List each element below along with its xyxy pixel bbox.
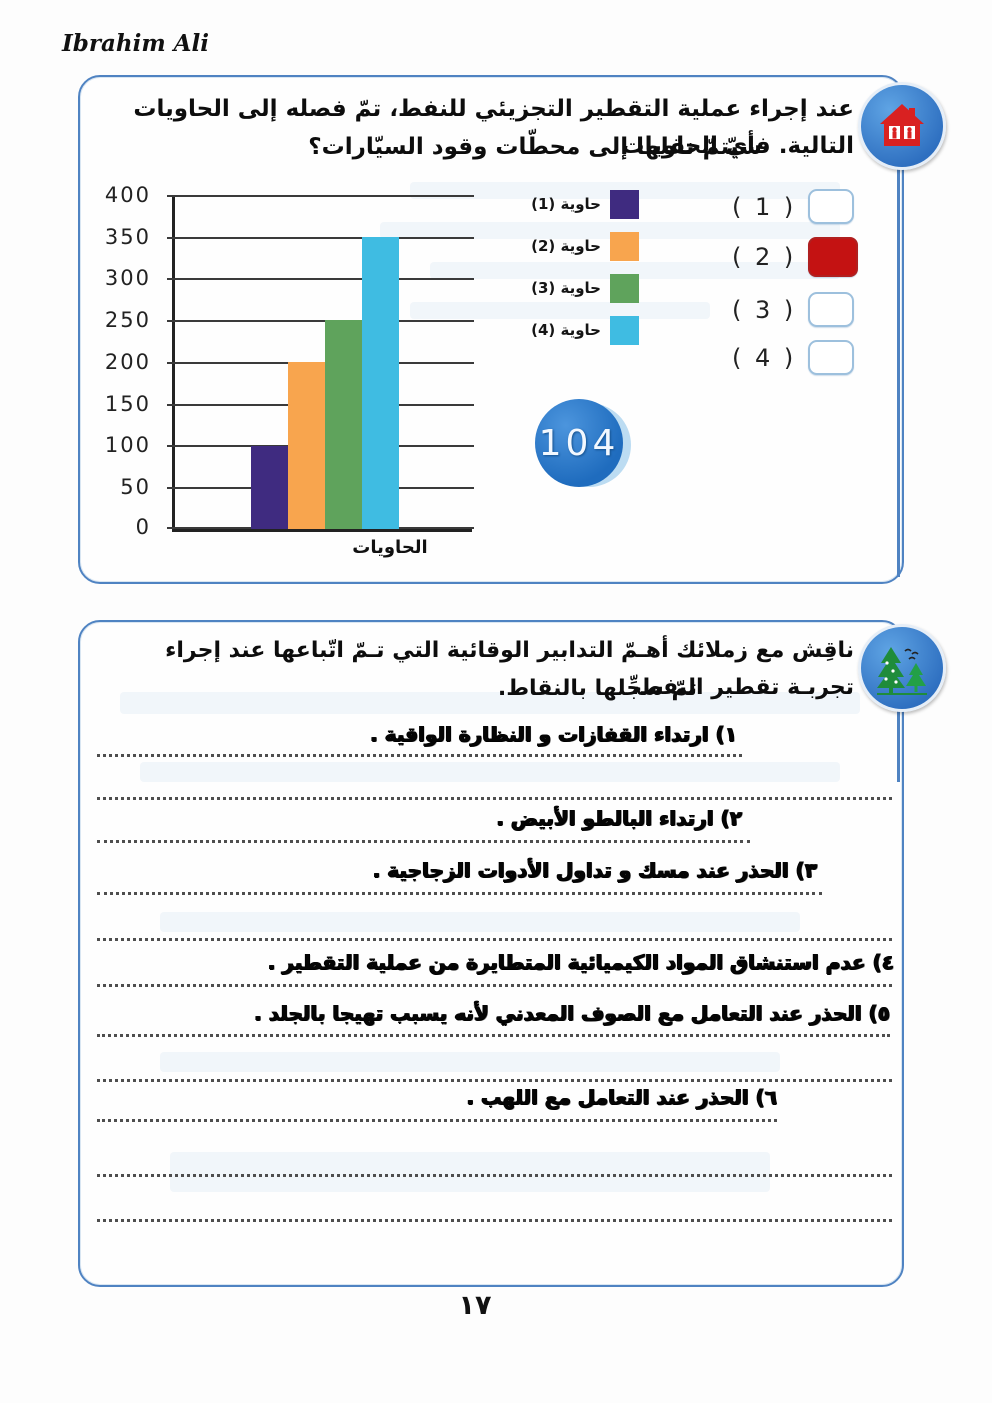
x-axis-label: الحاويات — [352, 537, 428, 558]
question1-box: عند إجراء عملية التقطير التجزيئي للنفط، … — [78, 75, 946, 584]
question1-text-line1: عند إجراء عملية التقطير التجزيئي للنفط، … — [133, 96, 854, 159]
gridline: 250 — [105, 308, 474, 332]
y-tick-label: 100 — [104, 433, 151, 457]
safety-point-5: ٥) الحذر عند التعامل مع الصوف المعدني لأ… — [254, 1001, 890, 1025]
gridline: 400 — [105, 183, 474, 207]
option-checkbox-1[interactable] — [808, 189, 855, 224]
corner-stem-line — [897, 702, 900, 782]
answer-option-4: ( 4 ) — [732, 340, 855, 375]
legend-swatch — [610, 231, 639, 261]
legend-item: حاوية (1) — [505, 189, 639, 219]
legend-swatch — [610, 315, 639, 345]
corner-stem-line — [897, 157, 900, 577]
answer-option-1: ( 1 ) — [732, 189, 855, 224]
legend-swatch — [610, 189, 639, 219]
legend-label: حاوية (2) — [531, 237, 601, 255]
chart-legend: حاوية (1) حاوية (2) حاوية (3) حاوية (4) — [505, 189, 639, 357]
answer-option-2: ( 2 ) — [732, 237, 859, 277]
house-icon — [880, 104, 924, 146]
y-tick-label: 0 — [135, 515, 151, 539]
author-name: Ibrahim Ali — [62, 30, 209, 57]
option-checkbox-3[interactable] — [808, 292, 855, 327]
answer-line — [97, 984, 892, 987]
option-label: ( 2 ) — [732, 243, 797, 271]
option-checkbox-4[interactable] — [808, 340, 855, 375]
trees-badge — [858, 624, 946, 712]
question1-text-line2: سيتمّ نقلها إلى محطّات وقود السيّارات؟ — [308, 134, 762, 160]
answer-line — [97, 1219, 892, 1222]
answer-line — [97, 1034, 890, 1037]
question2-text-line1: ناقِش مع زملائك أهـمّ التدابير الوقائية … — [165, 638, 854, 700]
gridline: 350 — [105, 225, 474, 249]
question2-box: ناقِش مع زملائك أهـمّ التدابير الوقائية … — [78, 620, 946, 1287]
answer-option-3: ( 3 ) — [732, 292, 855, 327]
option-label: ( 1 ) — [732, 192, 797, 221]
legend-label: حاوية (3) — [531, 279, 601, 297]
legend-label: حاوية (1) — [531, 195, 601, 213]
safety-point-1: ١) ارتداء القفازات و النظارة الواقية . — [370, 722, 737, 746]
scan-artifact — [170, 1152, 770, 1192]
y-tick-label: 50 — [120, 475, 151, 499]
answer-line — [97, 797, 892, 800]
safety-point-3: ٣) الحذر عند مسك و تداول الأدوات الزجاجي… — [372, 858, 817, 882]
trees-icon — [877, 647, 927, 695]
number-badge: 104 — [535, 399, 631, 487]
safety-point-6: ٦) الحذر عند التعامل مع اللهب . — [466, 1085, 777, 1109]
legend-label: حاوية (4) — [531, 321, 601, 339]
y-tick-label: 300 — [104, 266, 151, 290]
bar-chart: 400 350 300 250 200 150 100 50 0 — [105, 183, 474, 539]
bar-container-4 — [362, 236, 399, 529]
answer-line — [97, 840, 750, 843]
badge-number: 104 — [535, 399, 623, 487]
answer-line — [97, 938, 892, 941]
scan-artifact — [160, 912, 800, 932]
y-tick-label: 400 — [104, 183, 151, 207]
legend-item: حاوية (4) — [505, 315, 639, 345]
answer-line — [97, 1079, 892, 1082]
answer-line — [97, 1174, 892, 1177]
question2-text-line2: ثمّ سجِّلها بالنقاط. — [497, 676, 697, 701]
option-checkbox-2[interactable] — [808, 237, 859, 277]
bar-container-3 — [325, 320, 362, 529]
y-tick-label: 250 — [104, 308, 151, 332]
option-label: ( 3 ) — [732, 295, 797, 324]
scan-artifact — [160, 1052, 780, 1072]
safety-point-2: ٢) ارتداء البالطو الأبيض . — [496, 806, 742, 830]
gridline: 300 — [105, 266, 474, 290]
legend-swatch — [610, 273, 639, 303]
answer-line — [97, 1119, 777, 1122]
y-tick-label: 150 — [104, 392, 151, 416]
legend-item: حاوية (3) — [505, 273, 639, 303]
option-label: ( 4 ) — [732, 343, 797, 372]
safety-point-4: ٤) عدم استنشاق المواد الكيميائية المتطاي… — [267, 950, 894, 974]
scan-artifact — [140, 762, 840, 782]
house-badge — [858, 82, 946, 170]
legend-item: حاوية (2) — [505, 231, 639, 261]
bar-container-2 — [288, 362, 325, 529]
answer-line — [97, 892, 822, 895]
y-tick-label: 200 — [104, 350, 151, 374]
answer-line — [97, 754, 742, 757]
page-number: ١٧ — [458, 1290, 492, 1321]
bar-container-1 — [251, 445, 288, 529]
y-tick-label: 350 — [104, 225, 151, 249]
